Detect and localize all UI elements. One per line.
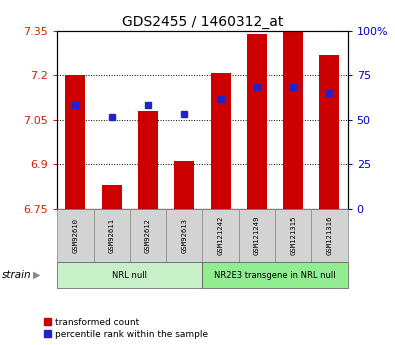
Text: GSM121249: GSM121249 — [254, 216, 260, 255]
Text: GSM92612: GSM92612 — [145, 218, 151, 253]
Title: GDS2455 / 1460312_at: GDS2455 / 1460312_at — [122, 14, 283, 29]
Text: GSM92613: GSM92613 — [181, 218, 187, 253]
Bar — [138, 111, 158, 209]
Bar — [66, 76, 85, 209]
Text: GSM92610: GSM92610 — [72, 218, 79, 253]
Text: GSM121242: GSM121242 — [218, 216, 224, 255]
Text: ▶: ▶ — [33, 270, 40, 280]
Legend: transformed count, percentile rank within the sample: transformed count, percentile rank withi… — [44, 318, 208, 339]
Bar — [102, 185, 122, 209]
Text: GSM92611: GSM92611 — [109, 218, 115, 253]
Text: GSM121316: GSM121316 — [326, 216, 333, 255]
Bar — [320, 55, 339, 209]
Text: NRL null: NRL null — [112, 270, 147, 280]
Text: NR2E3 transgene in NRL null: NR2E3 transgene in NRL null — [214, 270, 336, 280]
Text: strain: strain — [2, 270, 32, 280]
Bar — [283, 31, 303, 209]
Bar — [247, 34, 267, 209]
Text: GSM121315: GSM121315 — [290, 216, 296, 255]
Bar — [174, 161, 194, 209]
Bar — [211, 72, 231, 209]
